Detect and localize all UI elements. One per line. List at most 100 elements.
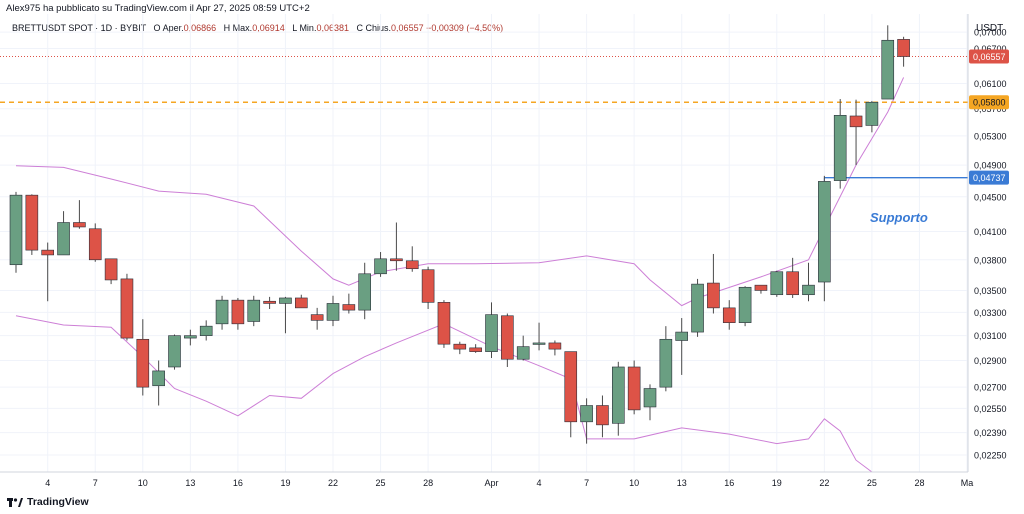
last-price-tag: 0,06557 bbox=[973, 52, 1006, 62]
y-tick-label: 0,04500 bbox=[974, 192, 1007, 202]
candle-body bbox=[390, 258, 403, 262]
candle-body bbox=[215, 299, 229, 325]
candle-body bbox=[754, 284, 768, 291]
candle-body bbox=[374, 258, 387, 275]
candle-body bbox=[437, 302, 451, 345]
candle-body bbox=[802, 284, 815, 296]
candle-body bbox=[469, 347, 482, 352]
resistance-price-tag: 0,05800 bbox=[973, 98, 1006, 108]
candle-body bbox=[659, 338, 673, 388]
x-tick-label: Apr bbox=[484, 478, 498, 488]
resistance-price-tag-bg bbox=[969, 95, 1009, 110]
x-tick-label: 16 bbox=[724, 478, 734, 488]
candle-body bbox=[548, 342, 562, 350]
y-tick-label: 0,03500 bbox=[974, 286, 1007, 296]
y-tick-label: 0,06100 bbox=[974, 79, 1007, 89]
y-tick-label: 0,02390 bbox=[974, 428, 1007, 438]
y-tick-label: 0,03300 bbox=[974, 308, 1007, 318]
y-tick-label: 0,03100 bbox=[974, 331, 1007, 341]
candle-body bbox=[168, 335, 181, 368]
candle-body bbox=[9, 194, 23, 266]
x-tick-label: Ma bbox=[961, 478, 974, 488]
x-tick-label: 19 bbox=[280, 478, 290, 488]
candle-body bbox=[849, 115, 863, 128]
x-tick-label: 4 bbox=[537, 478, 542, 488]
x-tick-label: 4 bbox=[45, 478, 50, 488]
candle-body bbox=[41, 249, 55, 256]
candle-body bbox=[326, 303, 340, 321]
candle-body bbox=[516, 346, 530, 360]
y-tick-label: 0,04100 bbox=[974, 227, 1007, 237]
support-annotation: Supporto bbox=[870, 210, 928, 225]
candle-body bbox=[675, 331, 689, 341]
candle-body bbox=[453, 343, 467, 350]
bollinger-bands bbox=[15, 77, 905, 473]
open-letter: O bbox=[153, 23, 161, 33]
high-text: Max. bbox=[232, 23, 253, 33]
open-text: Aper. bbox=[162, 23, 184, 33]
candle-body bbox=[310, 314, 324, 321]
candle-body bbox=[279, 297, 292, 304]
candle-body bbox=[643, 388, 657, 408]
publication-credit: Alex975 ha pubblicato su TradingView.com… bbox=[6, 3, 310, 14]
candle-body bbox=[691, 283, 704, 333]
candle-body bbox=[184, 335, 197, 339]
candle-body bbox=[532, 342, 546, 345]
change-value: −0,00309 (−4,50%) bbox=[426, 23, 504, 33]
high-value: 0,06914 bbox=[252, 23, 285, 33]
candle-body bbox=[152, 370, 165, 387]
price-tags: 0,06557 0,05800 0,04737 bbox=[969, 49, 1009, 185]
candle-body bbox=[25, 194, 39, 251]
close-text: Chius. bbox=[365, 23, 392, 33]
candle-body bbox=[247, 299, 261, 322]
x-tick-label: 25 bbox=[867, 478, 877, 488]
last-price-tag-bg bbox=[969, 49, 1009, 64]
candle-body bbox=[611, 366, 625, 424]
x-tick-label: 13 bbox=[677, 478, 687, 488]
support-price-tag: 0,04737 bbox=[973, 173, 1006, 183]
x-tick-label: 16 bbox=[233, 478, 243, 488]
high-letter: H bbox=[223, 23, 231, 33]
candle-body bbox=[199, 325, 213, 336]
candle-body bbox=[358, 273, 372, 311]
brand-name: TradingView bbox=[27, 496, 89, 508]
x-tick-label: 28 bbox=[914, 478, 924, 488]
y-tick-label: 0,04900 bbox=[974, 161, 1007, 171]
axes: 0,070000,067000,061000,057000,053000,049… bbox=[0, 14, 1007, 488]
y-tick-label: 0,02900 bbox=[974, 356, 1007, 366]
x-tick-label: 22 bbox=[819, 478, 829, 488]
x-tick-label: 7 bbox=[584, 478, 589, 488]
candle-body bbox=[294, 297, 308, 309]
candle-body bbox=[786, 271, 799, 296]
y-tick-label: 0,02700 bbox=[974, 383, 1007, 393]
candle-body bbox=[263, 300, 276, 304]
candles bbox=[9, 25, 910, 444]
candle-body bbox=[73, 222, 86, 228]
candle-body bbox=[596, 405, 609, 426]
y-tick-label: 0,02250 bbox=[974, 451, 1007, 461]
horizontal-lines bbox=[0, 56, 968, 192]
candle-body bbox=[833, 115, 847, 181]
candle-body bbox=[104, 258, 118, 281]
candle-body bbox=[865, 101, 879, 126]
candle-body bbox=[405, 260, 419, 270]
x-tick-label: 10 bbox=[629, 478, 639, 488]
upper-band-line bbox=[15, 77, 905, 307]
candle-body bbox=[231, 299, 245, 325]
candle-body bbox=[580, 405, 593, 423]
x-tick-label: 22 bbox=[328, 478, 338, 488]
open-value: 0,06866 bbox=[183, 23, 217, 33]
candle-body bbox=[627, 366, 641, 411]
symbol-label: BRETTUSDT SPOT · 1D · BYBIT bbox=[12, 23, 147, 33]
currency-unit: USDT bbox=[976, 23, 1004, 34]
tradingview-brand: TradingView bbox=[7, 496, 89, 508]
low-text: Min. bbox=[299, 23, 317, 33]
candle-body bbox=[897, 39, 910, 57]
candle-body bbox=[57, 222, 70, 256]
y-tick-label: 0,05300 bbox=[974, 131, 1007, 141]
candle-body bbox=[707, 282, 720, 309]
candle-body bbox=[818, 181, 831, 283]
candle-body bbox=[421, 269, 435, 303]
candle-body bbox=[485, 314, 498, 352]
